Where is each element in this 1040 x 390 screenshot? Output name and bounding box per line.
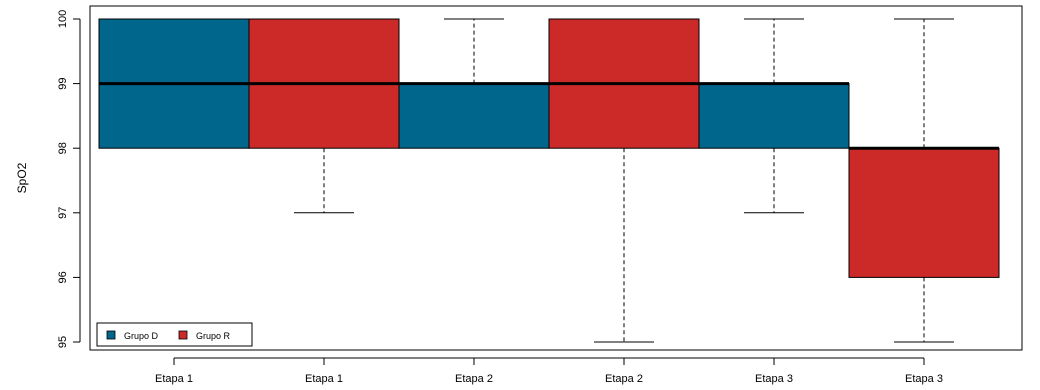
legend-swatch-grupo-d bbox=[106, 330, 116, 340]
box-1 bbox=[98, 18, 250, 149]
box-4 bbox=[548, 18, 700, 343]
box-3 bbox=[398, 18, 550, 149]
legend-box bbox=[96, 322, 253, 347]
x-tick-label: Etapa 3 bbox=[905, 373, 943, 385]
x-tick-label: Etapa 1 bbox=[305, 373, 343, 385]
y-axis: 95 96 97 98 99 100 bbox=[57, 10, 81, 348]
x-tick-label: Etapa 1 bbox=[155, 373, 193, 385]
y-tick-label: 95 bbox=[57, 336, 69, 348]
x-tick-label: Etapa 2 bbox=[455, 373, 493, 385]
x-axis: Etapa 1 Etapa 1 Etapa 2 Etapa 2 Etapa 3 Etapa… bbox=[155, 357, 943, 385]
legend: Grupo D Grupo R bbox=[96, 322, 253, 347]
y-tick-label: 98 bbox=[57, 142, 69, 154]
box-6 bbox=[848, 18, 1000, 343]
y-axis-title: SpO2 bbox=[15, 162, 29, 193]
legend-label-grupo-d: Grupo D bbox=[124, 331, 159, 341]
box-5 bbox=[698, 18, 850, 214]
plot-frame bbox=[89, 5, 1023, 351]
iqr-box bbox=[698, 83, 850, 149]
y-tick-label: 100 bbox=[57, 10, 69, 28]
y-tick-label: 97 bbox=[57, 207, 69, 219]
box-series bbox=[98, 18, 1000, 343]
y-tick-label: 96 bbox=[57, 271, 69, 283]
legend-label-grupo-r: Grupo R bbox=[196, 331, 231, 341]
x-tick-label: Etapa 3 bbox=[755, 373, 793, 385]
box-2 bbox=[248, 18, 400, 214]
legend-swatch-grupo-r bbox=[178, 330, 188, 340]
y-tick-label: 99 bbox=[57, 77, 69, 89]
iqr-box bbox=[848, 147, 1000, 278]
x-tick-label: Etapa 2 bbox=[605, 373, 643, 385]
iqr-box bbox=[398, 83, 550, 149]
